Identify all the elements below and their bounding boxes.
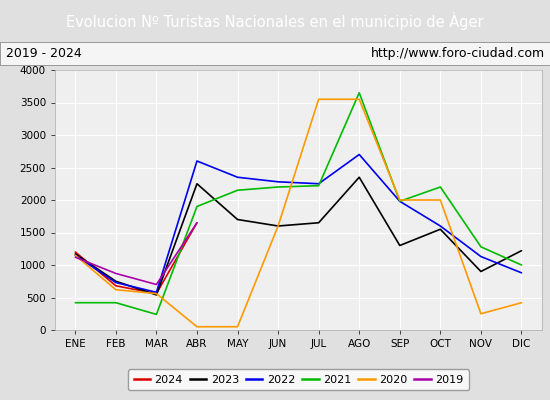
Legend: 2024, 2023, 2022, 2021, 2020, 2019: 2024, 2023, 2022, 2021, 2020, 2019 [128, 369, 469, 390]
Text: http://www.foro-ciudad.com: http://www.foro-ciudad.com [370, 47, 544, 60]
Text: Evolucion Nº Turistas Nacionales en el municipio de Àger: Evolucion Nº Turistas Nacionales en el m… [66, 12, 484, 30]
Text: 2019 - 2024: 2019 - 2024 [6, 47, 81, 60]
